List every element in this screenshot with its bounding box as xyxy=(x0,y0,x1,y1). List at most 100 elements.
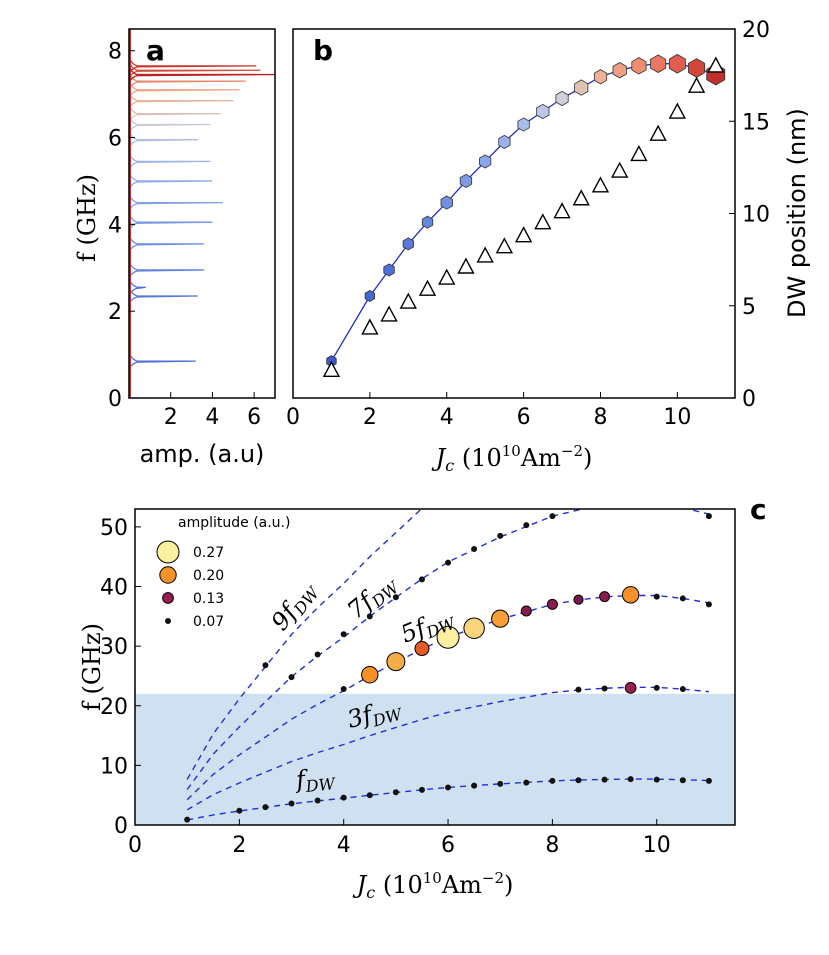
harmonic-point xyxy=(624,681,637,694)
frequency-point xyxy=(612,62,627,79)
harmonic-point xyxy=(314,651,321,658)
legend-marker-1 xyxy=(159,566,177,584)
harmonic-point xyxy=(621,586,640,604)
c-xtick-label: 4 xyxy=(337,833,351,858)
panel-a-frame xyxy=(128,28,276,399)
spectrum-line-16 xyxy=(129,29,257,398)
harmonic-point xyxy=(653,776,660,783)
dw-position-point xyxy=(399,292,417,309)
harmonic-point xyxy=(418,576,425,583)
spectrum-line-0 xyxy=(129,29,196,398)
c-xtick-label: 6 xyxy=(441,833,455,858)
a-xtick-label: 6 xyxy=(247,405,261,430)
panel-c-frame xyxy=(134,508,736,826)
frequency-point xyxy=(440,195,453,210)
spectrum-line-8 xyxy=(129,29,198,398)
harmonic-point xyxy=(288,674,295,681)
dw-position-point xyxy=(418,279,437,296)
dw-position-point xyxy=(514,226,533,243)
frequency-point xyxy=(517,117,530,132)
harmonic-point xyxy=(575,686,582,693)
shaded-band xyxy=(135,693,735,825)
dw-position-point xyxy=(495,237,514,254)
b-ytick-label: 0 xyxy=(742,387,756,412)
spectrum-line-6 xyxy=(129,29,213,398)
harmonic-point xyxy=(436,625,460,649)
spectrum-line-15 xyxy=(129,29,261,398)
harmonic-point xyxy=(497,780,504,787)
legend-marks xyxy=(156,540,180,624)
c-ytick-label: 0 xyxy=(114,814,128,839)
spectrum-line-17 xyxy=(129,29,275,398)
c-ytick-label: 30 xyxy=(100,635,128,660)
harmonic-point xyxy=(653,593,660,600)
legend-marker-3 xyxy=(165,618,171,624)
harmonic-point xyxy=(445,784,452,791)
b-ytick-label: 20 xyxy=(742,18,770,43)
harmonic-point xyxy=(549,777,556,784)
legend-marker-2 xyxy=(162,592,174,604)
spectrum-line-3 xyxy=(129,29,205,398)
frequency-point xyxy=(498,134,511,149)
frequency-point xyxy=(631,57,647,75)
harmonic-point xyxy=(679,686,686,693)
legend-label-2: 0.13 xyxy=(193,591,224,607)
panel-b-frame xyxy=(292,28,736,399)
a-xtick-label: 2 xyxy=(164,405,178,430)
harmonic-point xyxy=(463,617,485,639)
dw-position-point xyxy=(611,161,629,178)
harmonic-point xyxy=(705,601,712,608)
dw-position-point xyxy=(591,176,610,193)
dw-position-point xyxy=(380,305,398,322)
a-ytick-label: 4 xyxy=(108,213,122,238)
dw-position-point xyxy=(630,144,648,162)
harmonic-point xyxy=(262,662,269,669)
harmonic-point xyxy=(523,779,530,786)
dw-position-point xyxy=(572,189,590,206)
panel-c-points xyxy=(184,513,712,823)
harmonic-point xyxy=(392,789,399,796)
harmonic-point xyxy=(340,794,347,801)
panel-a-letter: a xyxy=(146,34,165,67)
spectrum-line-12 xyxy=(129,29,240,398)
panel-c-ylabel: f (GHz) xyxy=(78,623,106,711)
dw-position-point xyxy=(649,124,667,141)
legend-marker-0 xyxy=(156,540,180,564)
frequency-point xyxy=(574,79,589,96)
harmonic-point xyxy=(705,513,712,520)
legend: amplitude (a.u.) 0.27 0.20 0.13 0.07 xyxy=(156,515,290,630)
dw-position-point xyxy=(668,102,687,119)
harmonic-point xyxy=(599,591,611,603)
dw-position-point xyxy=(476,246,494,263)
harmonic-point xyxy=(314,797,321,804)
dw-position-point xyxy=(687,76,706,93)
c-ytick-label: 20 xyxy=(100,695,128,720)
label-9f-dw: 9fDW xyxy=(266,575,324,637)
panel-b-ticks: 0 2 4 6 8 10 0 5 10 15 20 xyxy=(286,18,770,430)
c-xtick-label: 2 xyxy=(232,833,246,858)
b-xtick-label: 4 xyxy=(440,405,454,430)
dw-position-point xyxy=(553,202,571,219)
harmonic-point xyxy=(601,685,608,692)
a-ytick-label: 2 xyxy=(108,300,122,325)
panel-b-right-ylabel: DW position (nm) xyxy=(783,108,811,318)
b-xtick-label: 10 xyxy=(663,405,691,430)
harmonic-point xyxy=(471,782,478,789)
frequency-point xyxy=(668,53,686,74)
dw-position-point xyxy=(438,268,456,285)
spectrum-line-11 xyxy=(129,29,234,398)
frequency-point xyxy=(536,103,550,120)
harmonic-point xyxy=(340,631,347,638)
harmonic-point xyxy=(546,598,558,610)
a-ytick-label: 0 xyxy=(108,387,122,412)
panel-c-ticks: 0 2 4 6 8 10 0 10 20 30 40 50 xyxy=(100,516,671,858)
harmonic-point xyxy=(236,807,243,814)
frequency-point xyxy=(364,290,376,302)
frequency-point xyxy=(421,215,434,229)
b-xtick-label: 8 xyxy=(593,405,607,430)
legend-label-3: 0.07 xyxy=(193,614,224,630)
harmonic-curve-3 xyxy=(186,686,709,811)
spectrum-line-4 xyxy=(129,29,213,398)
frequency-point xyxy=(650,54,667,73)
harmonic-point xyxy=(497,532,504,539)
